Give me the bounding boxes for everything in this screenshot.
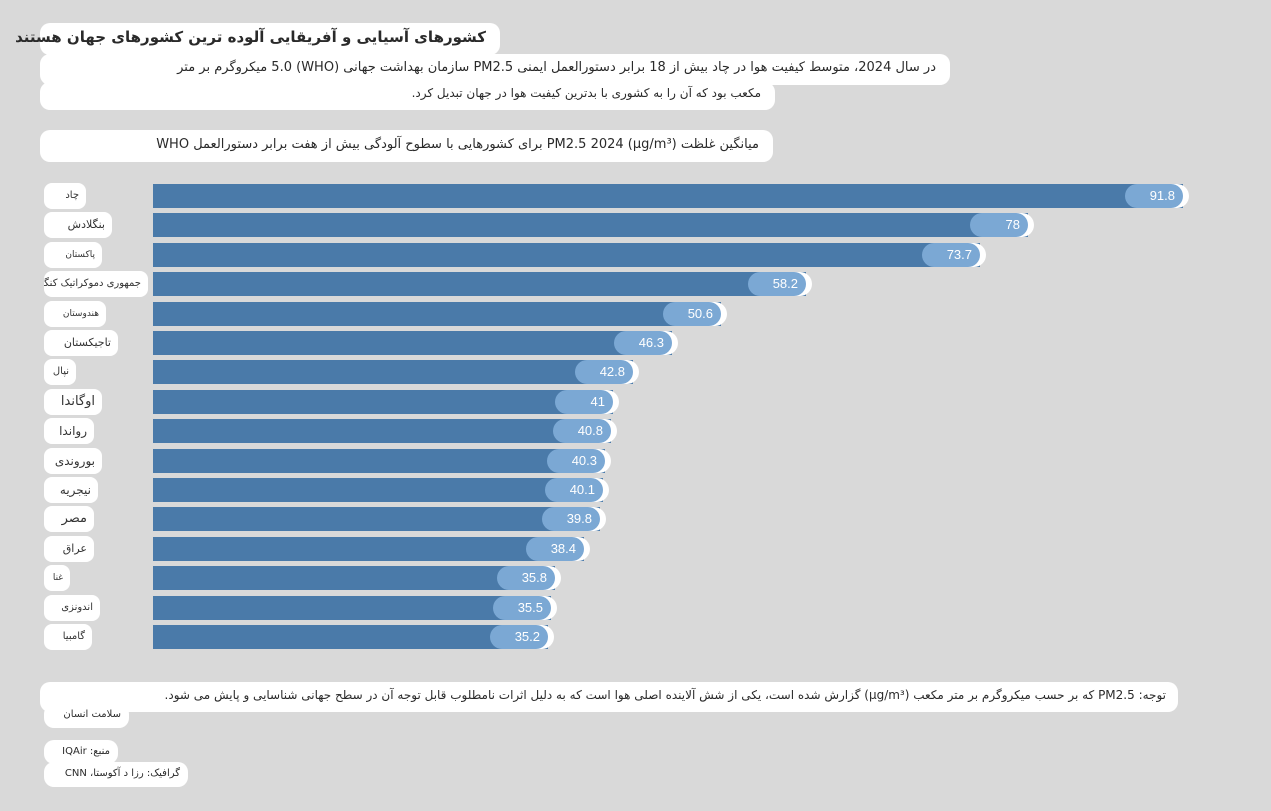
bar bbox=[153, 184, 1183, 208]
bar bbox=[153, 213, 1028, 237]
bar bbox=[153, 302, 721, 326]
value-label: 35.8 bbox=[497, 566, 555, 590]
credit-label: سلامت انسان bbox=[44, 704, 129, 728]
value-label: 78 bbox=[970, 213, 1028, 237]
bar bbox=[153, 390, 613, 414]
category-label: رواندا bbox=[44, 418, 94, 444]
bar bbox=[153, 596, 551, 620]
bar bbox=[153, 419, 611, 443]
value-label: 39.8 bbox=[542, 507, 600, 531]
category-label: بنگلادش bbox=[44, 212, 112, 238]
source-label: منبع: IQAir bbox=[44, 740, 118, 764]
bar bbox=[153, 507, 600, 531]
category-label: چاد bbox=[44, 183, 86, 209]
graphic-credit: گرافیک: رزا د آکوستا، CNN bbox=[44, 762, 188, 787]
value-label: 40.3 bbox=[547, 449, 605, 473]
category-label: اوگاندا bbox=[44, 389, 102, 415]
value-label: 35.2 bbox=[490, 625, 548, 649]
value-label: 58.2 bbox=[748, 272, 806, 296]
category-label: گامبیا bbox=[44, 624, 92, 650]
value-label: 73.7 bbox=[922, 243, 980, 267]
value-label: 41 bbox=[555, 390, 613, 414]
value-label: 46.3 bbox=[614, 331, 672, 355]
category-label: اندونزی bbox=[44, 595, 100, 621]
category-label: نیجریه bbox=[44, 477, 98, 503]
value-label: 50.6 bbox=[663, 302, 721, 326]
value-label: 91.8 bbox=[1125, 184, 1183, 208]
bar bbox=[153, 537, 584, 561]
chart-title: میانگین غلظت (µg/m³) PM2.5 2024 برای کشو… bbox=[40, 130, 773, 162]
bar bbox=[153, 331, 672, 355]
footnote: توجه: PM2.5 که بر حسب میکروگرم بر متر مک… bbox=[40, 682, 1178, 712]
page-title: کشورهای آسیایی و آفریقایی آلوده ترین کشو… bbox=[15, 23, 500, 55]
bar bbox=[153, 360, 633, 384]
value-label: 35.5 bbox=[493, 596, 551, 620]
value-label: 40.8 bbox=[553, 419, 611, 443]
bar bbox=[153, 625, 548, 649]
bar bbox=[153, 566, 555, 590]
category-label: عراق bbox=[44, 536, 94, 562]
category-label: تاجیکستان bbox=[44, 330, 118, 356]
category-label: جمهوری دموکراتیک کنگو bbox=[44, 271, 148, 297]
bar bbox=[153, 478, 603, 502]
category-label: غنا bbox=[44, 565, 70, 591]
bar bbox=[153, 243, 980, 267]
category-label: پاکستان bbox=[44, 242, 102, 268]
bar bbox=[153, 272, 806, 296]
value-label: 38.4 bbox=[526, 537, 584, 561]
category-label: بوروندی bbox=[44, 448, 102, 474]
subtitle-line-1: در سال 2024، متوسط کیفیت هوا در چاد بیش … bbox=[40, 54, 950, 85]
bar bbox=[153, 449, 605, 473]
category-label: هندوستان bbox=[44, 301, 106, 327]
value-label: 40.1 bbox=[545, 478, 603, 502]
category-label: نپال bbox=[44, 359, 76, 385]
category-label: مصر bbox=[44, 506, 94, 532]
subtitle-line-2: مکعب بود که آن را به کشوری با بدترین کیف… bbox=[40, 82, 775, 110]
value-label: 42.8 bbox=[575, 360, 633, 384]
